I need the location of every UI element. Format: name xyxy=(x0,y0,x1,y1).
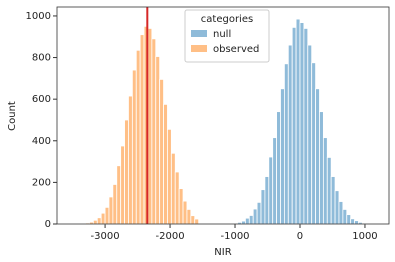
bar xyxy=(131,69,137,225)
bar xyxy=(194,218,200,225)
bar xyxy=(326,157,332,225)
bar xyxy=(186,209,192,225)
bar xyxy=(155,56,161,225)
y-axis-label: Count xyxy=(7,101,18,131)
bar xyxy=(178,188,184,225)
bar xyxy=(280,88,285,225)
bar xyxy=(190,215,196,225)
bar xyxy=(342,209,348,225)
bar xyxy=(338,201,344,225)
bar xyxy=(346,214,352,225)
x-tick-label: -3000 xyxy=(91,231,120,242)
x-axis-label: NIR xyxy=(214,247,231,258)
bar xyxy=(100,212,106,225)
bar xyxy=(252,208,258,225)
legend-swatch xyxy=(191,45,207,52)
bar xyxy=(128,95,133,225)
legend-label: null xyxy=(213,29,231,40)
plot-frame xyxy=(56,6,390,225)
legend-label: observed xyxy=(213,44,259,55)
bar xyxy=(295,18,301,225)
bar xyxy=(167,128,172,225)
bar xyxy=(291,26,297,225)
bar xyxy=(104,206,110,225)
bar xyxy=(322,137,328,225)
bar xyxy=(330,176,336,225)
bar xyxy=(287,44,293,225)
bar xyxy=(350,218,355,225)
bar xyxy=(260,189,266,225)
bar xyxy=(256,201,262,225)
bar xyxy=(307,44,313,225)
y-tick-label: 800 xyxy=(32,53,51,64)
bar xyxy=(147,28,153,225)
bar xyxy=(116,165,122,225)
bar xyxy=(311,62,316,225)
x-tick-label: 0 xyxy=(297,231,303,242)
bar xyxy=(319,111,324,225)
bar xyxy=(241,220,246,225)
legend-title: categories xyxy=(201,14,253,25)
bar xyxy=(264,176,270,225)
bar xyxy=(299,22,305,225)
x-tick-label: 1000 xyxy=(352,231,377,242)
x-tick-label: -2000 xyxy=(156,231,185,242)
bar xyxy=(182,200,188,225)
bar xyxy=(276,111,281,225)
y-tick-label: 1000 xyxy=(26,11,51,22)
legend-swatch xyxy=(191,30,207,37)
bar xyxy=(135,49,141,225)
y-tick-label: 600 xyxy=(32,94,51,105)
bar xyxy=(283,63,289,225)
bar xyxy=(108,196,114,225)
bar xyxy=(112,184,118,225)
bar xyxy=(151,38,157,225)
bar xyxy=(120,145,125,225)
legend: categories null observed xyxy=(184,9,270,63)
bar xyxy=(248,215,254,225)
bar xyxy=(170,152,176,225)
y-tick-label: 200 xyxy=(32,177,51,188)
bar xyxy=(354,220,359,225)
bar xyxy=(159,79,164,225)
x-tick-label: -1000 xyxy=(220,231,249,242)
bar xyxy=(268,156,274,225)
bar xyxy=(96,217,102,225)
bar xyxy=(272,137,278,225)
y-tick-label: 0 xyxy=(45,219,51,230)
bar xyxy=(124,119,129,225)
bar xyxy=(139,34,145,225)
bar xyxy=(174,171,180,225)
bar xyxy=(303,28,309,225)
bar xyxy=(92,219,98,225)
bar xyxy=(315,88,320,225)
bar xyxy=(245,217,250,225)
bar xyxy=(163,103,168,225)
y-tick-label: 400 xyxy=(32,136,51,147)
bar xyxy=(334,190,340,225)
